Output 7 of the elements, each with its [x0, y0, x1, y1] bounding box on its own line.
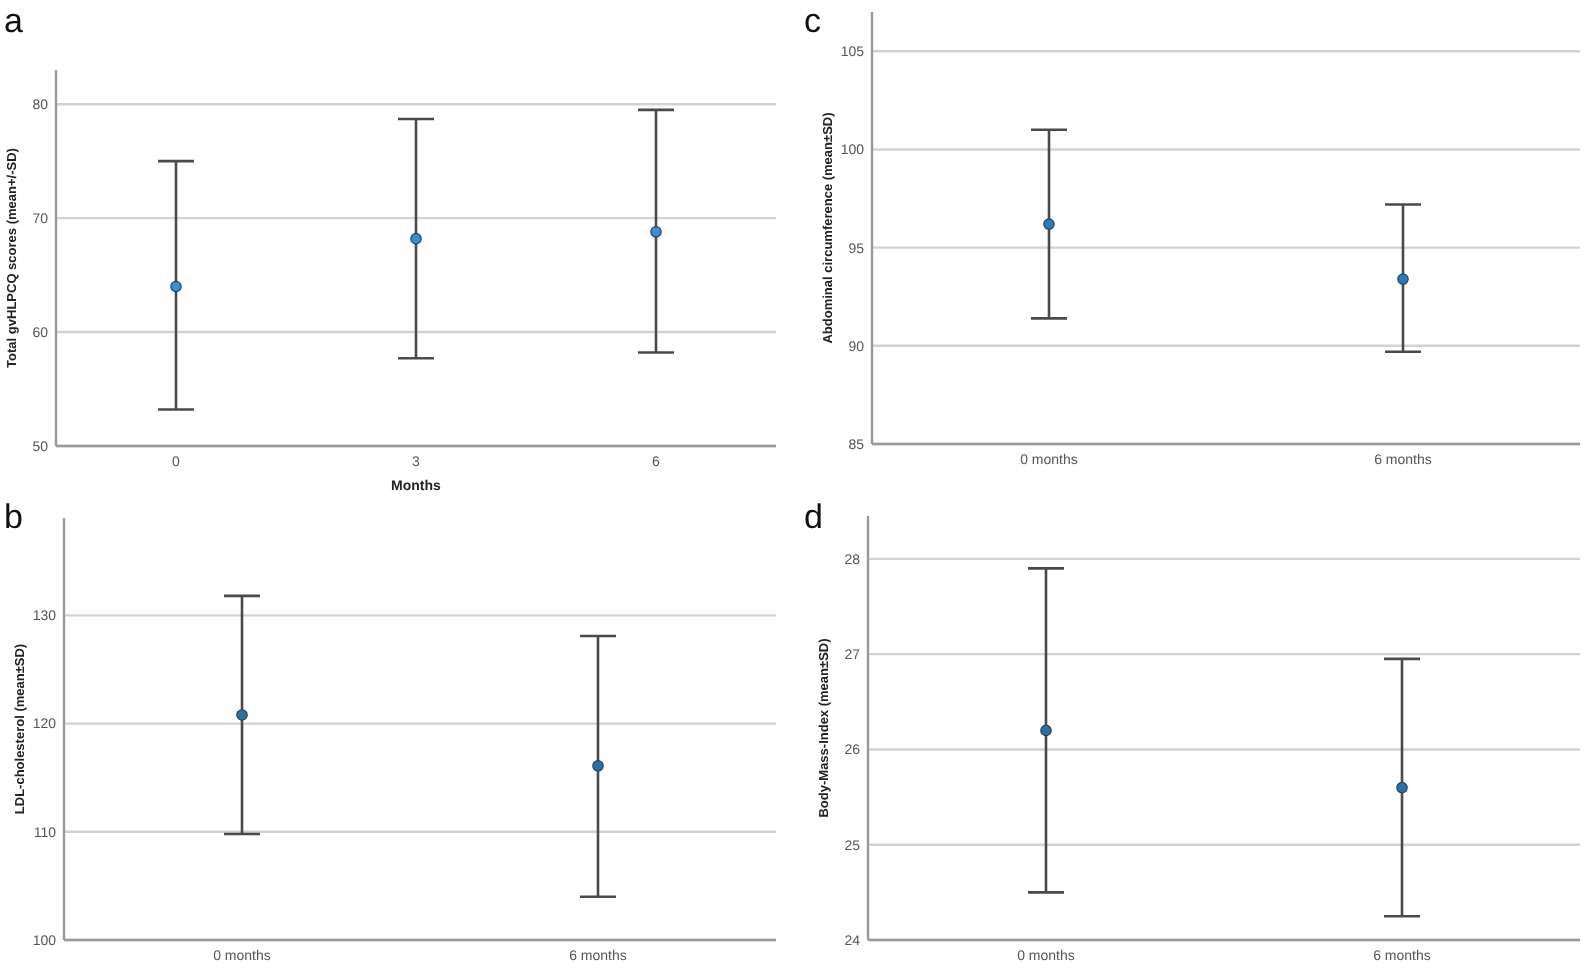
chart-title: a	[4, 2, 24, 40]
point	[410, 232, 422, 245]
point	[170, 280, 182, 293]
chart-title: c	[804, 2, 822, 40]
chart-title: d	[804, 498, 823, 536]
chart-title: b	[4, 498, 23, 536]
point	[650, 226, 662, 238]
